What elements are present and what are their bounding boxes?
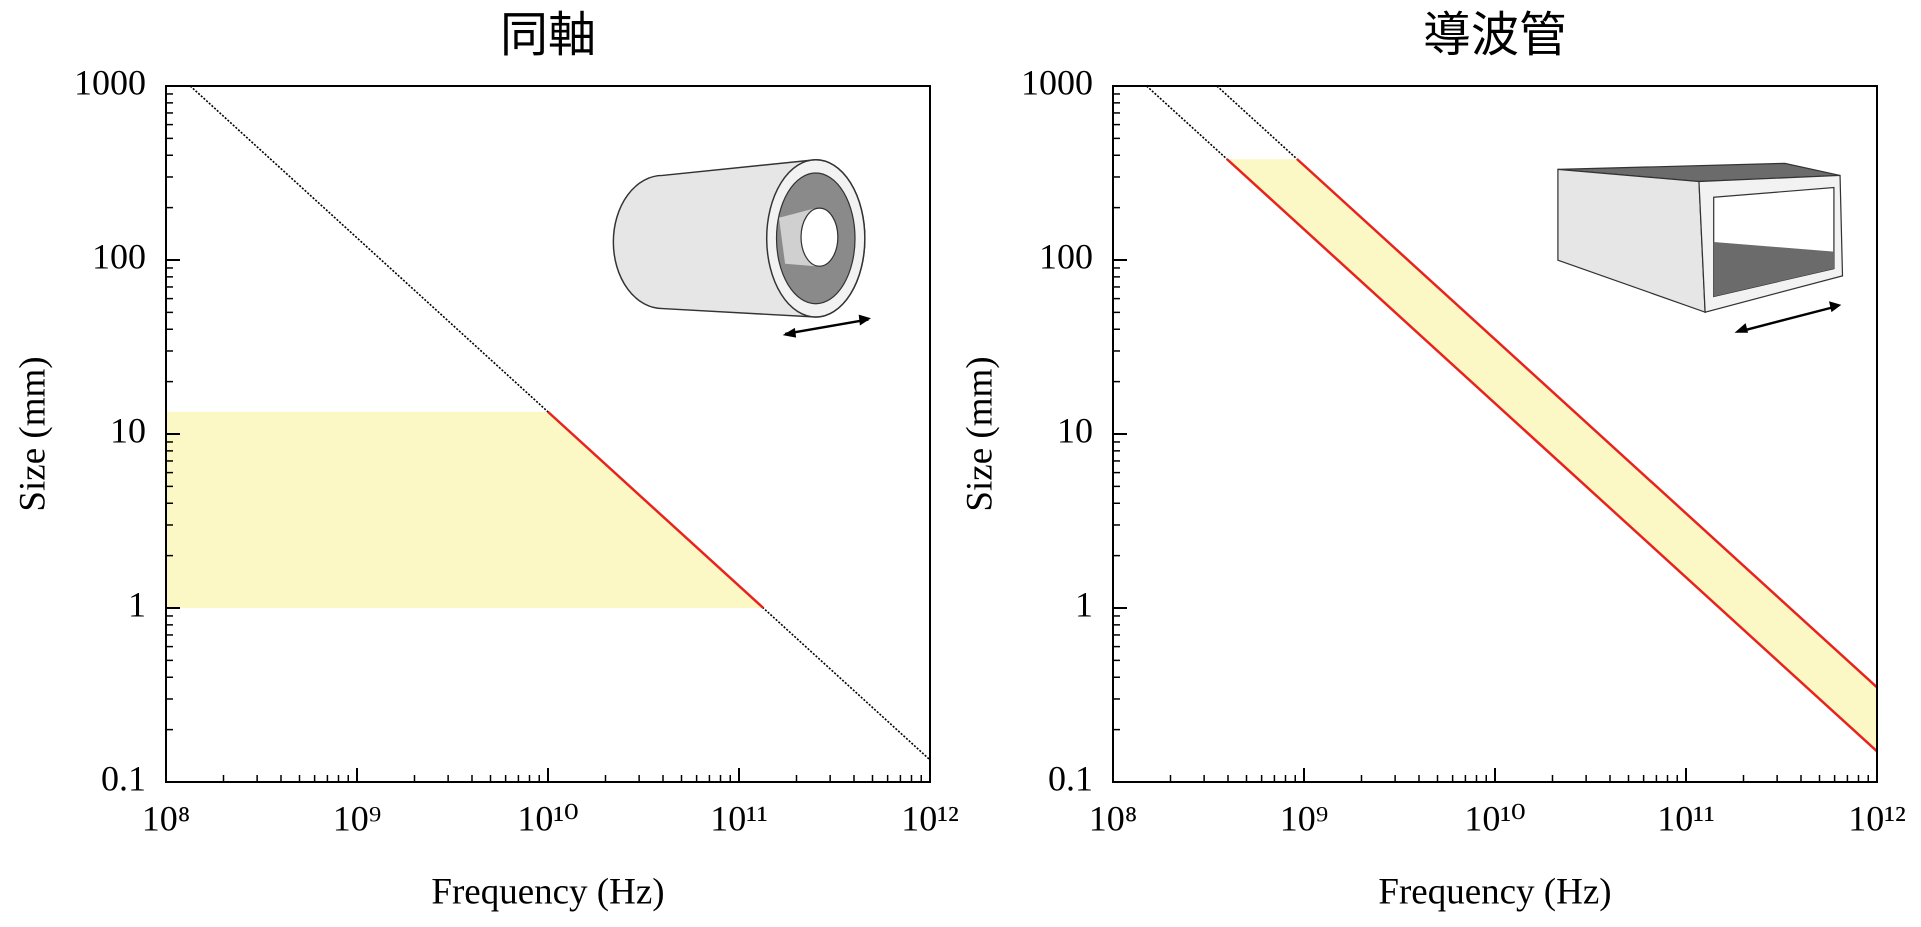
x-axis-label: Frequency (Hz) [1378,871,1611,912]
panel: 10⁸ 10⁹ 10¹⁰ 10¹¹ 10¹² 0.1 1 10 100 1000 同軸 Frequen… [12,7,958,912]
y-tick-label: 1 [128,584,146,624]
y-tick-label: 0.1 [101,758,146,798]
x-tick-label: 10¹² [1848,798,1906,838]
y-tick-label: 1 [1075,584,1093,624]
x-tick-label: 10⁹ [1280,798,1329,838]
panel: 10⁸ 10⁹ 10¹⁰ 10¹¹ 10¹² 0.1 1 10 100 1000 導波管 Freque… [959,7,1905,912]
x-tick-label: 10¹² [901,798,959,838]
x-tick-label: 10⁸ [142,798,191,838]
line-series [1147,86,1227,159]
y-axis-label: Size (mm) [12,356,53,511]
x-tick-label: 10⁹ [333,798,382,838]
y-tick-label: 0.1 [1048,758,1093,798]
x-axis-label: Frequency (Hz) [431,871,664,912]
x-tick-label: 10¹⁰ [1464,798,1525,838]
chart: 10⁸ 10⁹ 10¹⁰ 10¹¹ 10¹² 0.1 1 10 100 1000 同軸 Frequen… [0,0,1921,927]
chart-title: 導波管 [1423,7,1567,63]
line-series [1217,86,1297,159]
coax-icon [613,160,871,338]
illustrations [613,160,1842,338]
page: {"chart_data": [ {"type": "line", "title… [0,0,1921,927]
y-tick-label: 1000 [74,62,146,102]
y-tick-label: 100 [1039,236,1093,276]
y-axis-label: Size (mm) [959,356,1000,511]
chart-title: 同軸 [500,7,596,63]
band [166,412,763,608]
x-tick-label: 10¹¹ [710,798,768,838]
x-tick-label: 10¹⁰ [517,798,578,838]
waveguide-icon [1558,163,1843,332]
y-tick-label: 10 [1057,410,1093,450]
x-tick-label: 10⁸ [1089,798,1138,838]
y-tick-label: 100 [92,236,146,276]
y-tick-label: 10 [110,410,146,450]
x-tick-label: 10¹¹ [1657,798,1715,838]
y-tick-label: 1000 [1021,62,1093,102]
